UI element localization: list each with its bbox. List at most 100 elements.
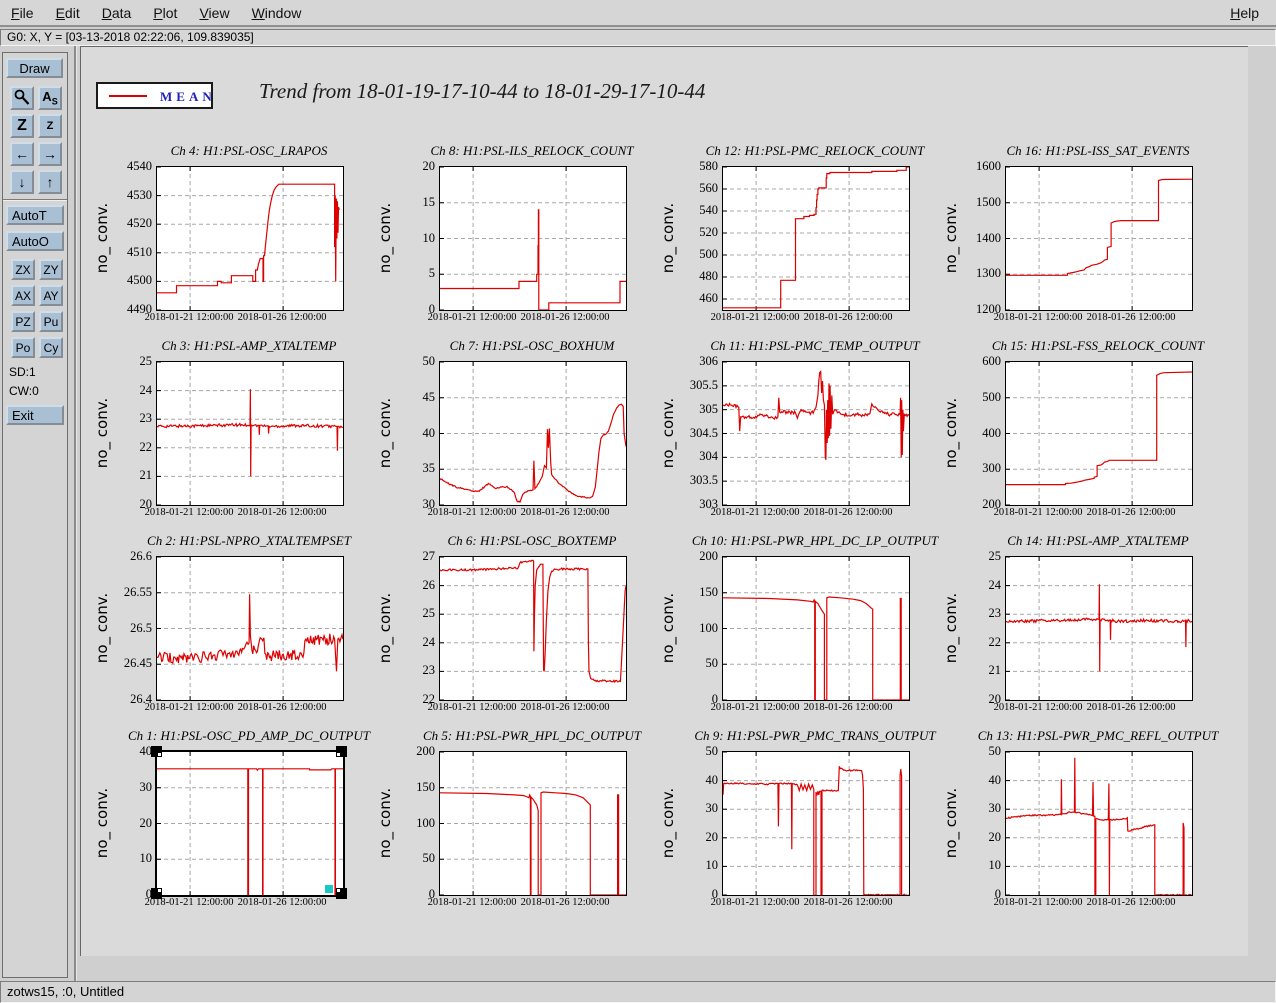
selection-handle-notch [337,889,340,892]
menu-item-help[interactable]: Help [1230,4,1259,21]
trend-line [157,594,343,672]
plot-area-ch14[interactable] [1005,556,1193,701]
sidebar-status-cw: CW:0 [9,384,39,398]
plot-title: Ch 7: H1:PSL-OSC_BOXHUM [449,338,615,353]
x-tick-label: 2018-01-26 12:00:00 [803,312,893,323]
x-tick-label: 2018-01-26 12:00:00 [520,702,610,713]
trend-line [440,403,626,504]
y-tick-label: 50 [705,656,719,671]
plot-area-ch4[interactable] [156,166,344,311]
sidebar-separator [3,199,67,201]
plot-area-ch12[interactable] [722,166,910,311]
draw-button[interactable]: Draw [6,58,63,78]
y-tick-label: 5 [428,266,435,281]
y-tick-label: 304.5 [689,425,718,440]
y-tick-label: 24 [422,634,436,649]
plot-area-ch3[interactable] [156,361,344,506]
x-tick-label: 2018-01-26 12:00:00 [237,312,327,323]
plot-area-ch6[interactable] [439,556,627,701]
y-tick-label: 480 [699,269,718,283]
auto-o-button[interactable]: AutoO [6,231,64,251]
y-tick-label: 23 [139,411,153,426]
plot-title: Ch 9: H1:PSL-PWR_PMC_TRANS_OUTPUT [694,728,936,743]
x-tick-label: 2018-01-26 12:00:00 [1086,507,1176,518]
ay-button[interactable]: AY [39,285,63,306]
menu-item-plot[interactable]: Plot [153,4,178,21]
selection-handle[interactable] [336,888,347,899]
y-tick-label: 15 [422,194,436,209]
font-select-button[interactable]: AS [38,86,62,110]
plot-title: Ch 12: H1:PSL-PMC_RELOCK_COUNT [705,143,925,158]
pan-down-button[interactable]: ↓ [10,170,34,194]
y-tick-label: 30 [988,801,1002,816]
y-tick-label: 540 [699,203,718,217]
y-tick-label: 560 [699,181,718,195]
x-tick-label: 2018-01-21 12:00:00 [144,312,234,323]
zx-button[interactable]: ZX [11,259,35,280]
selection-handle-active[interactable] [325,885,333,893]
exit-button[interactable]: Exit [6,405,64,425]
ax-button[interactable]: AX [11,285,35,306]
y-tick-label: 4500 [127,273,152,288]
plot-area-ch7[interactable] [439,361,627,506]
menu-item-view[interactable]: View [199,4,230,21]
pan-right-button[interactable]: → [38,142,62,166]
selection-handle-notch [158,889,161,892]
y-tick-label: 0 [145,887,152,901]
x-tick-label: 2018-01-26 12:00:00 [520,312,610,323]
y-tick-label: 500 [699,247,718,261]
y-tick-label: 22 [988,634,1002,649]
magnifier-button[interactable] [10,86,34,110]
y-tick-label: 25 [988,549,1002,563]
pan-up-button[interactable]: ↑ [38,170,62,194]
y-tick-label: 304 [699,449,718,464]
y-tick-label: 1200 [976,302,1001,316]
y-tick-label: 520 [699,225,718,239]
cy-button[interactable]: Cy [39,337,63,358]
x-tick-label: 2018-01-21 12:00:00 [710,312,800,323]
plot-area-ch11[interactable] [722,361,910,506]
menu-item-data[interactable]: Data [101,4,132,21]
auto-t-button[interactable]: AutoT [6,205,64,225]
plot-area-ch10[interactable] [722,556,910,701]
plot-area-ch9[interactable] [722,751,910,896]
plot-title: Ch 8: H1:PSL-ILS_RELOCK_COUNT [430,143,634,158]
zoom-small-button[interactable]: Z [38,114,62,138]
x-tick-label: 2018-01-26 12:00:00 [237,897,327,908]
plot-area-ch2[interactable] [156,556,344,701]
pu-button[interactable]: Pu [39,311,63,332]
plot-area-ch5[interactable] [439,751,627,896]
y-tick-label: 21 [988,663,1002,678]
y-tick-label: 4490 [127,302,152,316]
selection-handle[interactable] [151,888,162,899]
menu-item-file[interactable]: File [11,4,34,21]
selection-handle[interactable] [151,746,162,757]
plot-area-ch13[interactable] [1005,751,1193,896]
y-tick-label: 10 [422,230,436,245]
zoom-full-button[interactable]: Z [10,114,34,138]
y-tick-label: 4530 [127,187,152,202]
x-tick-label: 2018-01-21 12:00:00 [993,507,1083,518]
plot-area-ch15[interactable] [1005,361,1193,506]
plot-area-ch16[interactable] [1005,166,1193,311]
status-bar: zotws15, :0, Untitled [0,981,1276,1003]
y-tick-label: 0 [428,302,435,316]
pan-left-icon: ← [15,146,29,162]
pz-button[interactable]: PZ [11,311,35,332]
x-tick-label: 2018-01-21 12:00:00 [144,702,234,713]
plot-ch14: Ch 14: H1:PSL-AMP_XTALTEMP no_ conv. 20 21 2… [935,532,1218,727]
menu-item-window[interactable]: Window [251,4,302,21]
selection-handle[interactable] [336,746,347,757]
plot-title: Ch 14: H1:PSL-AMP_XTALTEMP [1007,533,1189,548]
menu-item-edit[interactable]: Edit [55,4,80,21]
y-tick-label: 0 [711,887,718,901]
pan-left-button[interactable]: ← [10,142,34,166]
plot-area-ch1[interactable] [155,750,345,897]
po-button[interactable]: Po [11,337,35,358]
trend-line [440,209,626,310]
y-tick-label: 30 [139,779,153,794]
zy-button[interactable]: ZY [39,259,63,280]
x-tick-label: 2018-01-21 12:00:00 [144,897,234,908]
plot-area-ch8[interactable] [439,166,627,311]
plot-title: Ch 6: H1:PSL-OSC_BOXTEMP [447,533,617,548]
